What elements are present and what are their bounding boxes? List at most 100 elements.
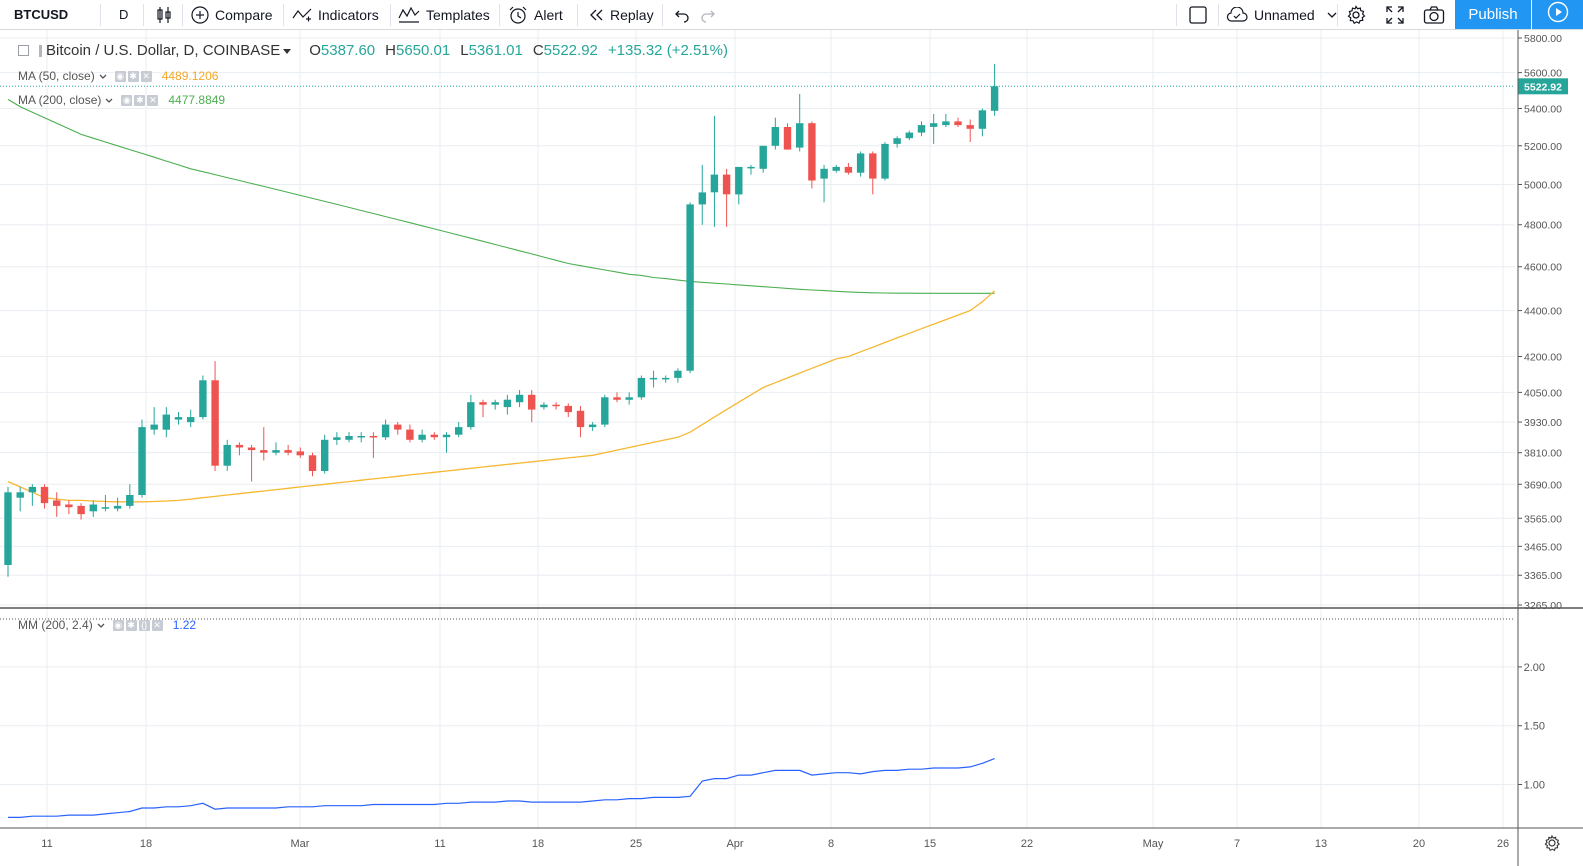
candle-down [613,392,621,403]
templates-button[interactable]: Templates [398,0,490,29]
candle-body [893,138,901,144]
candle-body [832,166,840,171]
gear-icon[interactable]: ✱ [134,94,146,106]
redo-button[interactable] [700,0,718,29]
candle-body [89,504,97,512]
candle-up [662,375,670,383]
candle-up [113,497,122,512]
eye-icon[interactable]: ◉ [112,619,124,631]
candle-up [174,412,183,425]
time-axis-label: 25 [630,838,642,850]
play-button[interactable] [1532,0,1583,29]
gear-icon[interactable]: ✱ [127,70,139,82]
candle-down [406,424,414,443]
candle-body [698,192,706,205]
candle-down [528,389,536,423]
chevron-down-icon[interactable] [97,618,105,632]
replay-label: Replay [610,6,654,23]
candle-up [649,370,658,388]
candle-down [65,500,73,515]
layout-select-button[interactable] [1188,0,1208,29]
candle-up [759,145,767,173]
time-axis-label: 22 [1021,838,1033,850]
gear-icon[interactable]: ✱ [125,619,137,631]
price-axis-label: 4400.00 [1524,306,1562,318]
fullscreen-button[interactable] [1385,0,1405,29]
caret-down-icon[interactable] [283,42,292,59]
gear-icon-center [1548,839,1556,847]
candle-body [759,145,767,169]
open-value: 5387.60 [320,42,376,59]
candle-down [40,484,49,509]
price-axis-label: 3690.00 [1524,479,1562,491]
undo-button[interactable] [672,0,690,29]
candle-up [418,429,426,443]
candle-up [893,136,901,148]
ma50-legend-value: 4489.1206 [161,69,219,83]
close-icon[interactable]: ✕ [151,619,163,631]
toolbar-separator [182,4,183,26]
candle-up [881,141,889,181]
main-series-legend: Bitcoin / U.S. Dollar, D, COINBASE O 538… [18,42,728,59]
price-axis-label: 3930.00 [1524,417,1562,429]
candle-body [455,427,463,435]
mm-line [8,758,995,819]
candle-body [53,500,61,506]
candle-body [637,377,646,398]
settings-button[interactable] [1346,0,1366,29]
candle-down [844,162,853,175]
alert-label: Alert [534,6,563,23]
compare-button[interactable]: Compare [191,0,273,29]
candle-body [187,417,195,423]
symbol-search-button[interactable]: BTCUSD [14,7,69,22]
alert-button[interactable]: Alert [508,0,563,29]
candle-down [430,432,438,440]
code-icon[interactable]: {} [138,619,150,631]
toolbar-separator [390,4,391,26]
replay-button[interactable]: Replay [588,0,654,29]
last-price-label: 5522.92 [1524,81,1562,93]
candle-up [467,394,475,430]
candle-up [601,394,609,428]
last-price-badge [1518,78,1568,95]
eye-icon[interactable]: ◉ [114,70,126,82]
interval-button[interactable]: D [119,7,129,22]
mm-legend-label[interactable]: MM (200, 2.4) [18,618,93,632]
chart-style-button[interactable] [155,0,179,29]
chevron-down-icon[interactable] [99,69,107,83]
publish-button[interactable]: Publish [1455,0,1531,29]
ma50-legend-label[interactable]: MA (50, close) [18,69,95,83]
camera-icon [1423,5,1445,25]
close-icon[interactable]: ✕ [140,70,152,82]
save-layout-button[interactable]: Unnamed [1226,0,1337,29]
indicators-button[interactable]: Indicators [292,0,379,29]
high-key: H [385,42,396,59]
series-title[interactable]: Bitcoin / U.S. Dollar, D, COINBASE [46,42,281,59]
gear-icon-outline [1544,834,1560,852]
time-axis-label: 11 [434,838,445,850]
eye-icon[interactable]: ◉ [121,94,133,106]
candle-body [588,424,597,428]
candle-body [199,380,207,418]
chevron-down-icon[interactable] [105,93,113,107]
candle-up [735,166,743,205]
candle-body [4,492,12,565]
candle-body [881,143,889,179]
price-axis-label: 5800.00 [1524,33,1562,45]
templates-icon [398,6,420,24]
candle-body [869,153,877,179]
candle-up [856,151,865,177]
candle-body [747,166,755,169]
collapse-legend-icon[interactable] [18,45,29,56]
chart-canvas[interactable]: 11 18 Mar 11 18 25 Apr 8 15 22 May 7 13 20 26 5800.00 56… [0,30,1583,866]
play-circle-icon [1547,1,1569,28]
close-icon[interactable]: ✕ [147,94,159,106]
candle-down [284,444,292,456]
ma200-legend-label[interactable]: MA (200, close) [18,93,102,107]
snapshot-button[interactable] [1423,0,1445,29]
candle-body [820,168,828,179]
candle-body [796,123,804,148]
candle-up [540,402,548,410]
ma200-legend-buttons: ◉ ✱ ✕ [121,94,160,106]
candle-body [601,397,609,425]
